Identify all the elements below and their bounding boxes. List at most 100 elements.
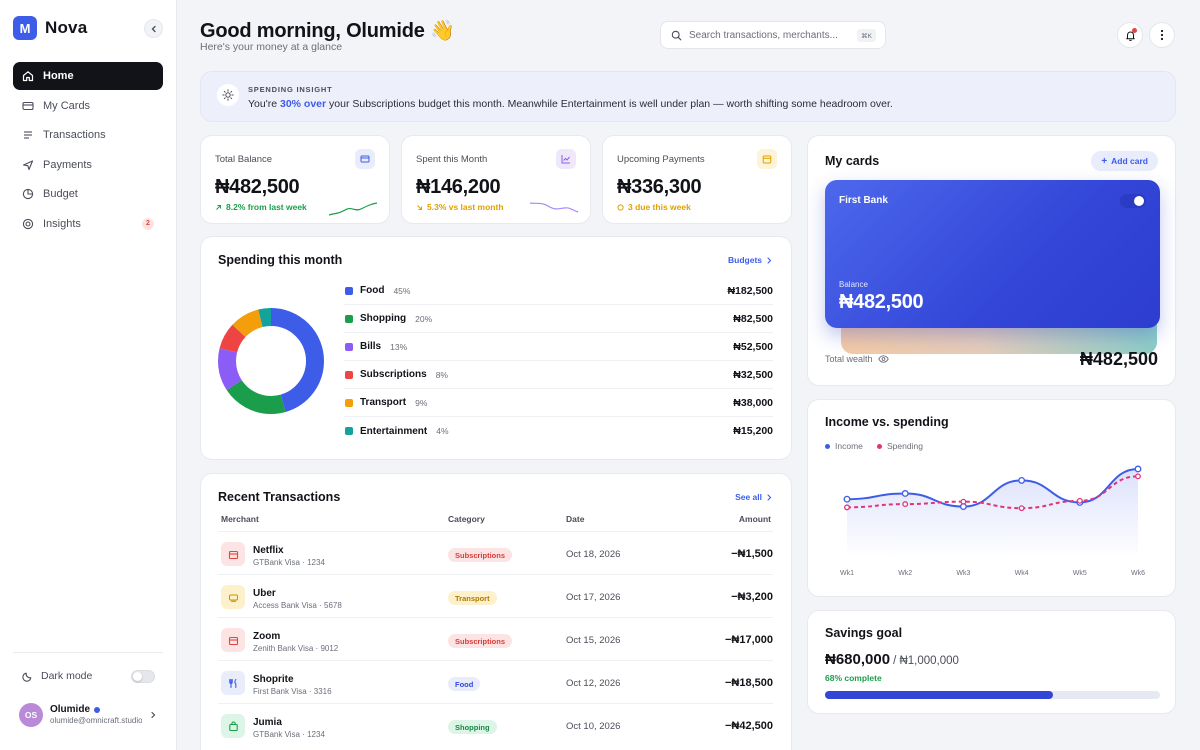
spending-category-row[interactable]: Transport 9% ₦38,000 (344, 389, 773, 417)
x-tick-label: Wk4 (1015, 570, 1029, 577)
search-box[interactable]: ⌘K (660, 21, 886, 49)
sparkline (328, 202, 378, 216)
spending-insight-banner: SPENDING INSIGHT You're 30% over your Su… (200, 71, 1176, 122)
brand[interactable]: M Nova (13, 16, 87, 40)
legend-dot (877, 443, 882, 449)
transaction-row[interactable]: Shoprite First Bank Visa · 3316 Food Oct… (218, 660, 773, 703)
spending-donut-chart (218, 308, 324, 414)
card-active-toggle[interactable] (1120, 194, 1146, 208)
savings-title: Savings goal (825, 626, 903, 640)
category-amount: ₦52,500 (733, 340, 773, 353)
donut-slice-shopping[interactable] (218, 308, 324, 414)
category-percent: 4% (436, 426, 449, 436)
spending-category-row[interactable]: Shopping 20% ₦82,500 (344, 305, 773, 333)
insight-text-end: your Subscriptions budget this month. Me… (326, 98, 893, 110)
spending-category-row[interactable]: Subscriptions 8% ₦32,500 (344, 361, 773, 389)
category-pill[interactable]: Subscriptions (448, 548, 513, 562)
data-point-spending[interactable] (844, 504, 850, 511)
category-swatch (345, 398, 353, 407)
category-percent: 13% (390, 341, 408, 352)
bank-card[interactable]: First Bank Balance ₦482,500 (825, 180, 1160, 328)
user-profile[interactable]: OS Olumide olumide@omnicraft.studio (19, 703, 159, 729)
data-point-spending[interactable] (1018, 505, 1025, 512)
data-point-spending[interactable] (902, 501, 909, 508)
transaction-row[interactable]: Netflix GTBank Visa · 1234 Subscriptions… (218, 531, 773, 574)
stat-value: ₦146,200 (416, 176, 501, 198)
stat-card-upcoming-payments[interactable]: Upcoming Payments ₦336,300 3 due this we… (602, 135, 792, 224)
transaction-amount: −₦3,200 (731, 591, 773, 603)
nav-item-my-cards[interactable]: My Cards (13, 92, 163, 120)
more-options-button[interactable] (1149, 22, 1175, 48)
card-icon (22, 100, 34, 112)
nav-item-insights[interactable]: Insights 2 (13, 210, 163, 238)
column-header-amount[interactable]: Amount (738, 514, 771, 524)
data-point-income[interactable] (901, 490, 909, 497)
stat-value: ₦482,500 (215, 176, 300, 198)
data-point-income[interactable] (1134, 465, 1142, 473)
eye-icon[interactable] (877, 355, 889, 363)
dark-mode-toggle[interactable] (131, 670, 155, 683)
stat-label: Total Balance (215, 154, 273, 165)
legend-label: Income (835, 441, 863, 451)
avatar: OS (19, 703, 43, 727)
category-pill[interactable]: Shopping (448, 720, 497, 734)
list-icon (22, 129, 34, 141)
legend-spending: Spending (877, 441, 923, 451)
see-all-link[interactable]: See all (735, 492, 772, 502)
category-pill[interactable]: Food (448, 677, 481, 691)
data-point-spending[interactable] (1076, 497, 1083, 504)
budgets-link[interactable]: Budgets (728, 255, 772, 265)
transaction-date: Oct 17, 2026 (566, 592, 621, 603)
add-card-button[interactable]: + Add card (1091, 151, 1158, 171)
nav-item-budget[interactable]: Budget (13, 180, 163, 208)
category-swatch (345, 370, 353, 379)
donut-slice-bills[interactable] (218, 308, 324, 414)
merchant-card: GTBank Visa · 1234 (253, 730, 325, 739)
more-vertical-icon (1160, 29, 1164, 41)
donut-slice-entertainment[interactable] (218, 308, 324, 414)
transaction-row[interactable]: Jumia GTBank Visa · 1234 Shopping Oct 10… (218, 703, 773, 746)
nav-item-transactions[interactable]: Transactions (13, 121, 163, 149)
car-icon (221, 585, 245, 609)
category-pill[interactable]: Subscriptions (448, 634, 513, 648)
search-input[interactable] (689, 29, 849, 41)
nav-item-home[interactable]: Home (13, 62, 163, 90)
transaction-row[interactable]: Zoom Zenith Bank Visa · 9012 Subscriptio… (218, 617, 773, 660)
insight-text: You're 30% over your Subscriptions budge… (248, 98, 893, 110)
stat-card-spent-this-month[interactable]: Spent this Month ₦146,200 5.3% vs last m… (401, 135, 591, 224)
category-swatch (345, 286, 353, 295)
merchant-name: Jumia (253, 717, 282, 728)
data-point-income[interactable] (843, 495, 851, 503)
data-point-spending[interactable] (960, 498, 967, 505)
column-header-merchant[interactable]: Merchant (221, 514, 259, 524)
notifications-button[interactable] (1117, 22, 1143, 48)
plus-icon: + (1101, 155, 1108, 167)
data-point-income[interactable] (1018, 476, 1026, 484)
total-wealth-value: ₦482,500 (1079, 349, 1158, 369)
spending-category-row[interactable]: Food 45% ₦182,500 (344, 277, 773, 305)
merchant-name: Netflix (253, 545, 284, 556)
nav-item-payments[interactable]: Payments (13, 151, 163, 179)
x-tick-label: Wk5 (1073, 570, 1087, 577)
calendar-icon (221, 628, 245, 652)
data-point-spending[interactable] (1135, 473, 1141, 480)
transaction-date: Oct 15, 2026 (566, 635, 621, 646)
calendar-icon (757, 149, 777, 169)
collapse-sidebar-button[interactable] (144, 19, 163, 38)
spending-category-row[interactable]: Bills 13% ₦52,500 (344, 333, 773, 361)
spending-category-row[interactable]: Entertainment 4% ₦15,200 (344, 417, 773, 445)
transaction-row[interactable]: Uber Access Bank Visa · 5678 Transport O… (218, 574, 773, 617)
stat-card-total-balance[interactable]: Total Balance ₦482,500 8.2% from last we… (200, 135, 390, 224)
merchant-name: Uber (253, 588, 276, 599)
sun-icon (217, 84, 239, 106)
merchant-card: First Bank Visa · 3316 (253, 687, 332, 696)
merchant-card: GTBank Visa · 1234 (253, 558, 325, 567)
column-header-category[interactable]: Category (448, 514, 485, 524)
savings-current: ₦680,000 (825, 651, 891, 668)
nav-label: Payments (43, 158, 92, 171)
category-percent: 20% (415, 313, 433, 324)
category-pill[interactable]: Transport (448, 591, 497, 605)
column-header-date[interactable]: Date (566, 514, 585, 524)
bell-icon (1125, 31, 1135, 41)
merchant-name: Zoom (253, 631, 281, 642)
